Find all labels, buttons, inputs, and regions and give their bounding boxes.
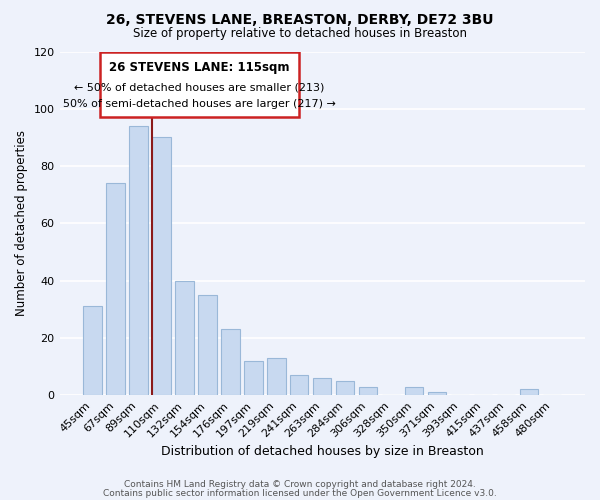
Bar (267, 358, 286, 395)
Y-axis label: Number of detached properties: Number of detached properties (15, 130, 28, 316)
Bar (152, 138, 170, 395)
Text: 50% of semi-detached houses are larger (217) →: 50% of semi-detached houses are larger (… (63, 100, 336, 110)
Bar (520, 390, 538, 395)
Bar (359, 386, 377, 395)
Bar (244, 360, 263, 395)
Text: 26 STEVENS LANE: 115sqm: 26 STEVENS LANE: 115sqm (109, 60, 290, 74)
Text: 26, STEVENS LANE, BREASTON, DERBY, DE72 3BU: 26, STEVENS LANE, BREASTON, DERBY, DE72 … (106, 12, 494, 26)
Bar (336, 381, 355, 395)
Text: ← 50% of detached houses are smaller (213): ← 50% of detached houses are smaller (21… (74, 82, 325, 92)
Bar (428, 392, 446, 395)
Bar (405, 386, 424, 395)
Text: Contains HM Land Registry data © Crown copyright and database right 2024.: Contains HM Land Registry data © Crown c… (124, 480, 476, 489)
X-axis label: Distribution of detached houses by size in Breaston: Distribution of detached houses by size … (161, 444, 484, 458)
Bar (313, 378, 331, 395)
Bar (198, 295, 217, 395)
Bar (290, 375, 308, 395)
FancyBboxPatch shape (100, 52, 299, 118)
Bar (83, 306, 102, 395)
Text: Size of property relative to detached houses in Breaston: Size of property relative to detached ho… (133, 28, 467, 40)
Bar (130, 126, 148, 395)
Bar (175, 280, 194, 395)
Bar (221, 329, 239, 395)
Bar (106, 183, 125, 395)
Text: Contains public sector information licensed under the Open Government Licence v3: Contains public sector information licen… (103, 488, 497, 498)
